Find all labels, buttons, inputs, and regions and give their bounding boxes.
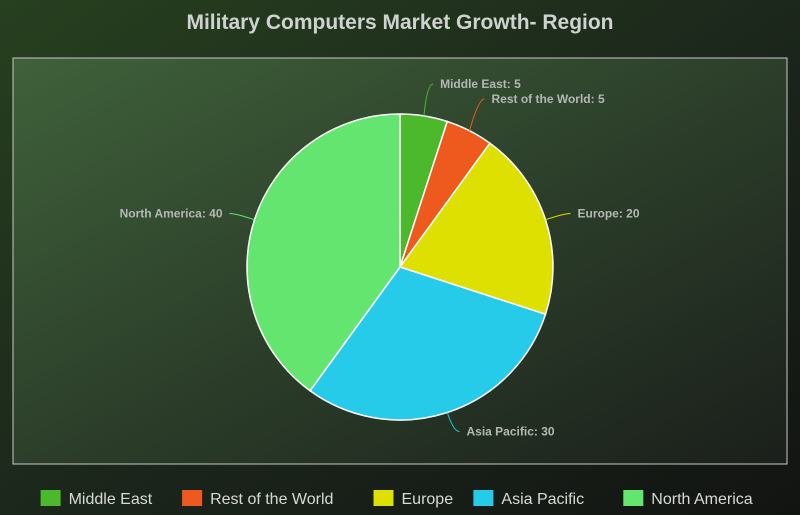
data-label-rest-of-the-world: Rest of the World: 5 [492, 92, 605, 106]
data-label-middle-east: Middle East: 5 [440, 77, 521, 91]
data-label-asia-pacific: Asia Pacific: 30 [467, 425, 555, 439]
legend-swatch-asia-pacific [473, 490, 494, 506]
legend-item-north-america[interactable]: North America [623, 490, 753, 508]
pie-slices [246, 113, 554, 421]
legend: Middle East Rest of the World Europe Asia P… [40, 490, 753, 508]
label-connector-europe [545, 213, 571, 221]
label-connector-rest-of-the-world [469, 98, 485, 131]
data-label-north-america: North America: 40 [120, 207, 223, 221]
label-connector-middle-east [423, 83, 434, 116]
pie-slice-europe[interactable] [398, 142, 554, 316]
legend-item-rest-of-the-world[interactable]: Rest of the World [182, 490, 333, 508]
legend-item-middle-east[interactable]: Middle East [40, 490, 153, 508]
legend-label-middle-east: Middle East [69, 491, 153, 508]
legend-item-asia-pacific[interactable]: Asia Pacific [473, 490, 584, 508]
label-connector-asia-pacific [446, 412, 460, 432]
label-connector-north-america [229, 213, 255, 221]
chart-title: Military Computers Market Growth- Region [186, 11, 613, 34]
legend-swatch-middle-east [40, 490, 61, 506]
legend-swatch-europe [373, 490, 394, 506]
legend-item-europe[interactable]: Europe [373, 490, 454, 508]
legend-label-europe: Europe [402, 491, 454, 508]
legend-label-asia-pacific: Asia Pacific [501, 491, 584, 508]
legend-label-north-america: North America [651, 491, 752, 508]
data-label-europe: Europe: 20 [578, 207, 640, 221]
legend-swatch-north-america [623, 490, 644, 506]
legend-swatch-rest-of-the-world [182, 490, 203, 506]
legend-label-rest-of-the-world: Rest of the World [210, 491, 333, 508]
